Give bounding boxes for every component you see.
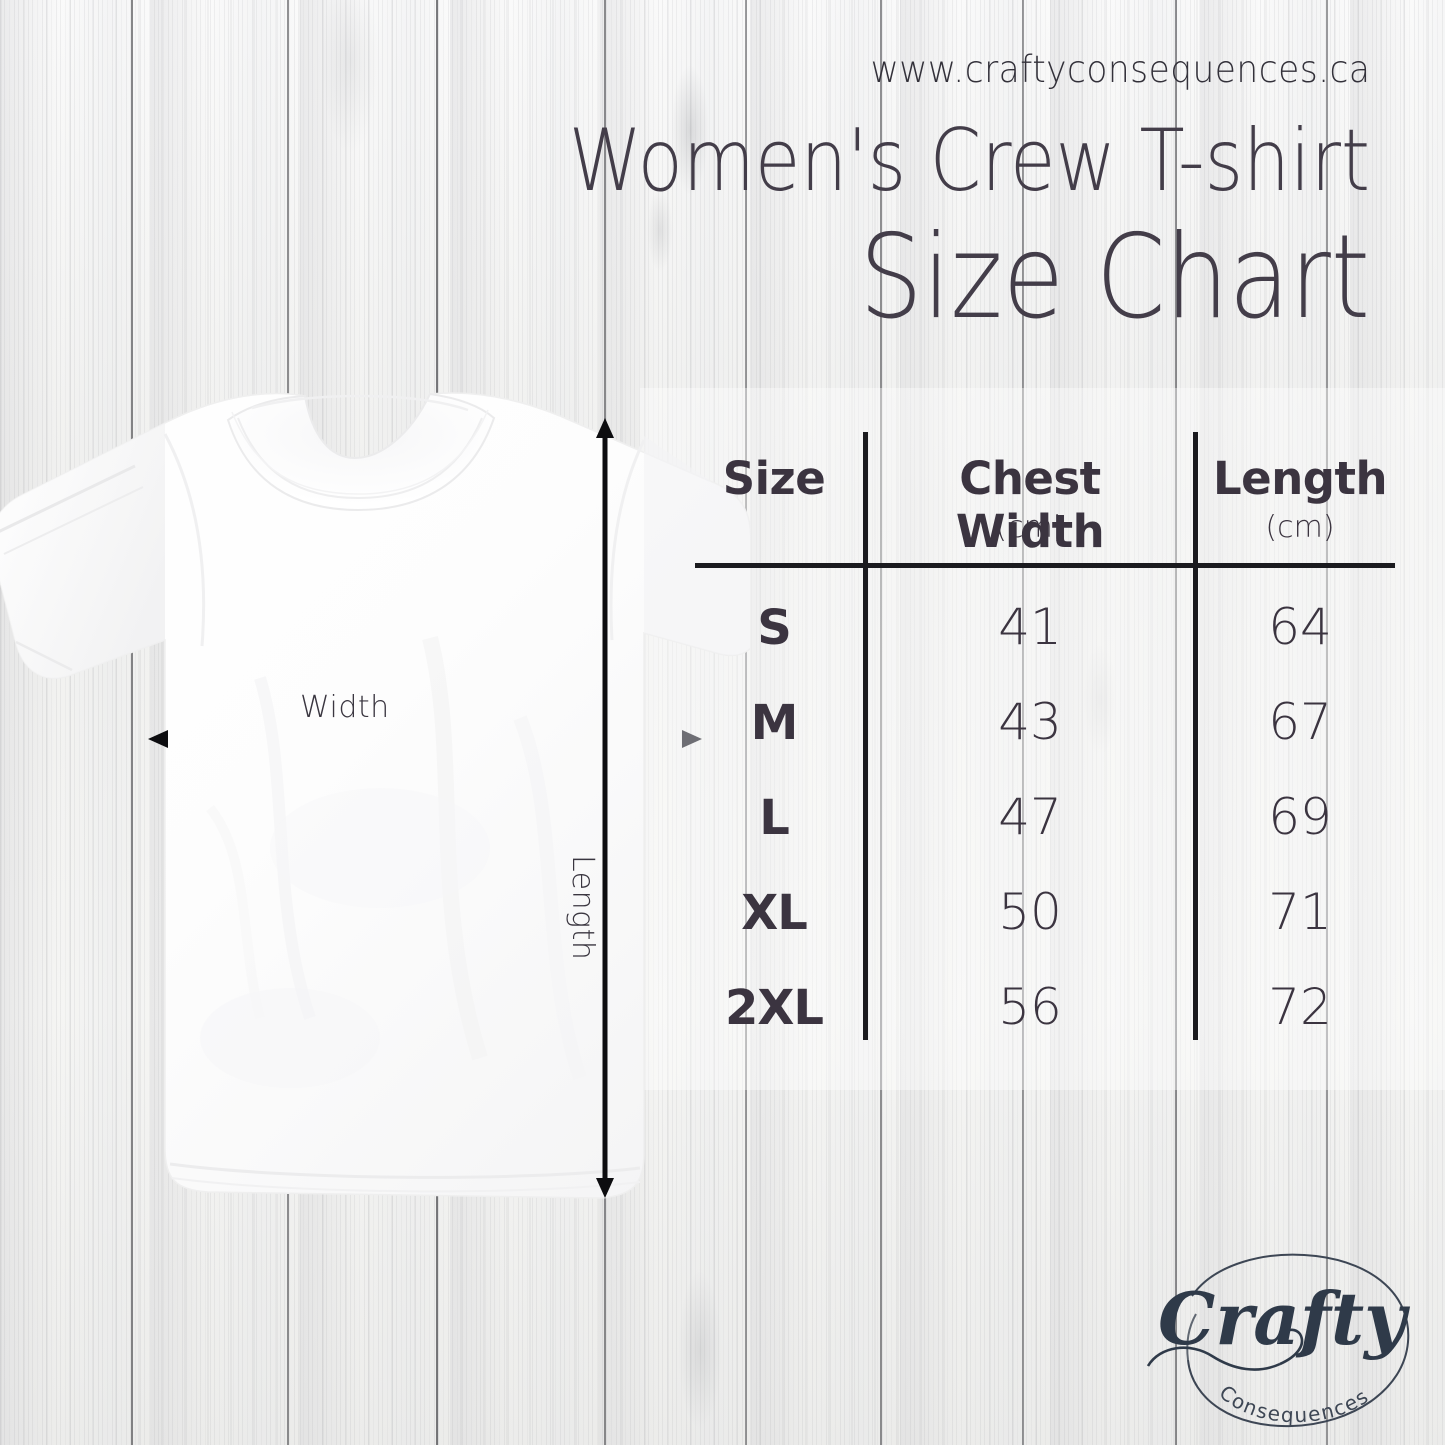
width-label: Width <box>300 690 390 725</box>
title-line-product: Women's Crew T-shirt <box>568 111 1370 211</box>
logo-brand-text: Crafty <box>1158 1276 1410 1361</box>
column-header-size: Size <box>722 452 826 505</box>
table-row: 71 <box>1268 883 1332 941</box>
table-row: 47 <box>998 788 1062 846</box>
table-header-rule <box>695 563 1395 568</box>
column-unit-chest-width: (cm) <box>995 510 1065 545</box>
table-row: 43 <box>998 693 1062 751</box>
table-row: L <box>759 790 790 846</box>
table-overlay-panel <box>640 388 1445 1090</box>
column-unit-length: (cm) <box>1265 510 1335 545</box>
table-row: 56 <box>998 978 1062 1036</box>
table-row: 64 <box>1268 598 1332 656</box>
table-row: 69 <box>1268 788 1332 846</box>
logo-sub-text: Consequences <box>1215 1380 1374 1427</box>
table-row: 67 <box>1268 693 1332 751</box>
table-row: 72 <box>1268 978 1332 1036</box>
tshirt-illustration <box>0 378 759 1228</box>
length-measure-arrow <box>596 418 614 1198</box>
website-url: www.craftyconsequences.ca <box>870 48 1370 91</box>
column-header-length: Length <box>1213 452 1388 505</box>
column-header-chest-width: Chest Width <box>955 452 1105 558</box>
brand-logo: Crafty Consequences <box>1130 1248 1430 1444</box>
table-row: 41 <box>998 598 1062 656</box>
table-row: 50 <box>998 883 1062 941</box>
table-row: S <box>757 600 792 656</box>
table-row: XL <box>741 885 808 941</box>
table-row: M <box>750 695 799 751</box>
table-column-divider-1 <box>863 432 868 1040</box>
page-title: Women's Crew T-shirt Size Chart <box>270 118 1370 336</box>
table-column-divider-2 <box>1193 432 1198 1040</box>
table-row: 2XL <box>725 980 824 1036</box>
title-line-sizechart: Size Chart <box>859 210 1370 345</box>
